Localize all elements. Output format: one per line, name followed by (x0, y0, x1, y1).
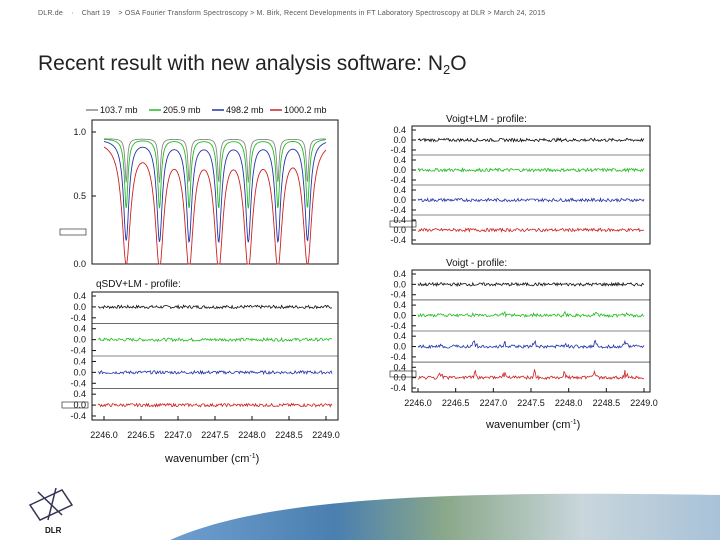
logo-text: DLR (45, 526, 62, 535)
legend-label-3: 1000.2 mb (284, 105, 327, 115)
qsdv-ytick-6: 0.4 (73, 356, 86, 366)
qsdv-title: qSDV+LM - profile: (96, 279, 181, 290)
qsdv-ytick-0: 0.4 (73, 291, 86, 301)
slide-header: DLR.de · Chart 19 > OSA Fourier Transfor… (38, 10, 551, 17)
voigt-series-0 (417, 281, 645, 288)
voigtlm-ytick-11: -0.4 (390, 235, 406, 245)
qsdv-xtick-1: 2246.5 (127, 430, 155, 440)
qsdv-ytick-9: 0.4 (73, 389, 86, 399)
qsdv-xtick-6: 2249.0 (312, 430, 340, 440)
qsdv-ytick-11: -0.4 (70, 411, 86, 421)
transmission-label-glyph (59, 228, 87, 236)
qsdv-xtick-5: 2248.5 (275, 430, 303, 440)
legend-label-2: 498.2 mb (226, 105, 264, 115)
voigtlm-ytick-4: 0.0 (393, 165, 406, 175)
voigtlm-ytick-10: 0.0 (393, 225, 406, 235)
transmission-ytick-1: 0.5 (73, 191, 86, 201)
qsdv-label-glyph (61, 401, 89, 409)
voigt-series-2 (417, 339, 645, 350)
voigtlm-ytick-0: 0.4 (393, 125, 406, 135)
voigt-ytick-9: 0.4 (393, 362, 406, 372)
voigt-ytick-2: -0.4 (390, 290, 406, 300)
qsdv-ytick-4: 0.0 (73, 335, 86, 345)
qsdv-series-3 (97, 402, 333, 408)
voigt-ytick-8: -0.4 (390, 352, 406, 362)
voigtlm-series-3 (417, 227, 645, 233)
voigt-ytick-7: 0.0 (393, 342, 406, 352)
voigt-ytick-10: 0.0 (393, 373, 406, 383)
voigt-ytick-1: 0.0 (393, 279, 406, 289)
voigt-ytick-4: 0.0 (393, 310, 406, 320)
legend-label-0: 103.7 mb (100, 105, 138, 115)
title-end: O (450, 52, 467, 75)
qsdv-series-0 (97, 304, 333, 310)
qsdv-xtick-0: 2246.0 (90, 430, 118, 440)
qsdv-xtick-4: 2248.0 (238, 430, 266, 440)
voigt-xlabel: wavenumber (cm-1) (485, 419, 580, 431)
voigtlm-ytick-9: 0.4 (393, 215, 406, 225)
voigt-xtick-4: 2248.0 (555, 398, 583, 408)
qsdv-ytick-3: 0.4 (73, 324, 86, 334)
voigt-ytick-3: 0.4 (393, 300, 406, 310)
voigt-xtick-5: 2248.5 (593, 398, 621, 408)
qsdv-series-1 (97, 336, 333, 343)
transmission-ytick-0: 1.0 (73, 127, 86, 137)
voigtlm-ytick-7: 0.0 (393, 195, 406, 205)
transmission-frame (91, 119, 339, 265)
voigt-ytick-11: -0.4 (390, 383, 406, 393)
transmission-series-3 (103, 146, 327, 265)
qsdv-ytick-5: -0.4 (70, 346, 86, 356)
dlr-logo: DLR (28, 487, 74, 535)
title-subscript: 2 (443, 62, 451, 77)
voigt-series-3 (418, 368, 645, 381)
header-org: DLR.de (38, 10, 63, 17)
transmission-series-1 (104, 138, 326, 209)
header-chart: Chart 19 (81, 10, 111, 17)
header-separator: · (71, 10, 74, 17)
voigtlm-ytick-6: 0.4 (393, 185, 406, 195)
legend-label-1: 205.9 mb (163, 105, 201, 115)
header-text: > OSA Fourier Transform Spectroscopy > M… (118, 10, 546, 17)
slide-title: Recent result with new analysis software… (38, 52, 467, 77)
voigtlm-series-1 (417, 166, 645, 174)
qsdv-ytick-8: -0.4 (70, 378, 86, 388)
voigtlm-ytick-5: -0.4 (390, 175, 406, 185)
qsdv-xtick-2: 2247.0 (164, 430, 192, 440)
qsdv-ytick-7: 0.0 (73, 367, 86, 377)
qsdv-ytick-1: 0.0 (73, 302, 86, 312)
qsdv-ytick-10: 0.0 (73, 400, 86, 410)
qsdv-ytick-2: -0.4 (70, 313, 86, 323)
voigt-label-glyph (389, 370, 417, 378)
voigtlm-ytick-1: 0.0 (393, 135, 406, 145)
voigt-xtick-3: 2247.5 (517, 398, 545, 408)
voigtlm-ytick-8: -0.4 (390, 205, 406, 215)
transmission-series-0 (104, 138, 326, 183)
voigt-ytick-5: -0.4 (390, 321, 406, 331)
voigtlm-series-0 (417, 137, 645, 143)
voigt-series-1 (417, 310, 645, 319)
voigtlm-series-2 (417, 196, 645, 203)
transmission-ytick-2: 0.0 (73, 259, 86, 269)
title-main: Recent result with new analysis software… (38, 52, 443, 75)
voigt-ytick-6: 0.4 (393, 331, 406, 341)
transmission-series-2 (103, 141, 327, 244)
voigt-xtick-6: 2249.0 (630, 398, 658, 408)
qsdv-xlabel: wavenumber (cm-1) (164, 453, 259, 465)
earth-image (170, 493, 720, 540)
voigtlm-ytick-3: 0.4 (393, 155, 406, 165)
voigtlm-ytick-2: -0.4 (390, 145, 406, 155)
qsdv-xtick-3: 2247.5 (201, 430, 229, 440)
voigt-title: Voigt - profile: (446, 258, 507, 269)
voigtlm-title: Voigt+LM - profile: (446, 114, 527, 125)
voigt-xtick-1: 2246.5 (442, 398, 470, 408)
qsdv-series-2 (97, 369, 333, 376)
voigtlm-label-glyph (389, 220, 417, 228)
voigt-xtick-2: 2247.0 (480, 398, 508, 408)
voigt-ytick-0: 0.4 (393, 269, 406, 279)
voigt-xtick-0: 2246.0 (404, 398, 432, 408)
